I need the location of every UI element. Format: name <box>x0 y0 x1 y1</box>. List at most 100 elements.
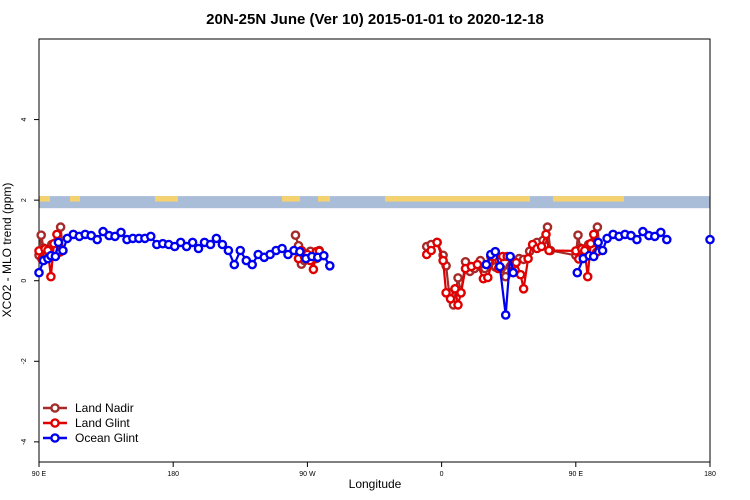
data-point <box>705 234 715 245</box>
data-point <box>588 229 599 240</box>
legend-label: Land Nadir <box>75 401 134 415</box>
data-point <box>472 259 483 270</box>
data-point <box>295 246 305 257</box>
x-tick-label: 90 W <box>299 471 316 478</box>
x-tick-label: 90 E <box>569 471 584 478</box>
legend-item: Land Nadir <box>43 401 134 415</box>
y-axis: -4 -2 0 2 4 <box>21 118 39 445</box>
data-point <box>53 237 64 248</box>
data-point <box>481 259 492 270</box>
data-point <box>518 283 529 294</box>
x-tick-label: 180 <box>167 471 179 478</box>
data-point <box>46 271 56 282</box>
data-point <box>318 250 329 261</box>
legend-item: Ocean Glint <box>43 431 139 445</box>
data-point <box>432 237 442 248</box>
data-point <box>145 231 156 242</box>
y-tick-label: 4 <box>21 118 28 122</box>
data-point <box>247 259 257 270</box>
x-axis: 90 E 180 90 W 0 90 E 180 <box>32 462 716 478</box>
data-point <box>511 257 522 268</box>
x-tick-label: 0 <box>440 471 444 478</box>
data-point <box>229 259 240 270</box>
data-point <box>438 255 448 266</box>
data-point <box>456 287 466 298</box>
data-point <box>223 245 234 256</box>
data-point <box>582 271 593 282</box>
data-point <box>52 229 62 240</box>
map-land <box>155 196 178 202</box>
data-point <box>572 267 583 278</box>
map-strip <box>39 196 710 209</box>
legend-marker <box>50 433 60 443</box>
data-point <box>217 239 228 250</box>
plot-area <box>38 38 711 463</box>
data-point <box>544 245 554 256</box>
data-point <box>324 260 335 271</box>
data-point <box>593 237 604 248</box>
map-ocean <box>39 196 710 209</box>
data-point <box>536 241 547 252</box>
y-tick-label: -4 <box>21 439 28 445</box>
data-point <box>508 267 519 278</box>
map-land <box>318 196 330 202</box>
map-land <box>553 196 624 202</box>
data-point <box>193 243 204 254</box>
data-point <box>515 269 526 280</box>
data-point <box>541 229 551 240</box>
x-tick-label: 90 E <box>32 471 47 478</box>
legend-marker <box>50 418 60 428</box>
map-land <box>40 196 50 202</box>
data-point <box>426 245 437 256</box>
data-point <box>308 264 319 275</box>
data-point <box>482 272 493 283</box>
y-tick-label: -2 <box>21 358 28 364</box>
data-point <box>58 245 68 256</box>
data-point <box>441 287 451 298</box>
data-point <box>592 222 603 232</box>
data-point <box>494 261 505 272</box>
data-point <box>588 251 599 262</box>
data-point <box>453 300 463 310</box>
y-tick-label: 2 <box>21 198 28 202</box>
data-point <box>277 243 287 254</box>
data-point <box>116 227 126 238</box>
data-point <box>235 245 246 256</box>
data-point <box>632 234 642 245</box>
data-point <box>34 267 44 278</box>
series-ocean-glint <box>34 226 715 320</box>
data-point <box>211 233 222 244</box>
data-point <box>92 234 102 245</box>
legend-label: Land Glint <box>75 416 130 430</box>
y-tick-label: 0 <box>21 279 28 283</box>
x-tick-label: 180 <box>704 471 716 478</box>
data-point <box>445 293 456 304</box>
data-point <box>523 253 533 264</box>
data-point <box>453 273 463 283</box>
data-point <box>50 251 61 262</box>
chart-title: 20N-25N June (Ver 10) 2015-01-01 to 2020… <box>206 11 544 28</box>
map-land <box>385 196 530 202</box>
data-point <box>500 310 511 320</box>
legend-label: Ocean Glint <box>75 431 139 445</box>
series-layer <box>34 222 715 320</box>
map-land <box>70 196 80 202</box>
data-point <box>490 246 501 257</box>
data-point <box>542 222 553 232</box>
legend-marker <box>50 403 60 413</box>
data-point <box>290 230 301 240</box>
data-point <box>205 239 216 250</box>
data-point <box>187 237 198 248</box>
x-axis-label: Longitude <box>349 477 402 491</box>
map-land <box>282 196 300 202</box>
y-axis-label: XCO2 - MLO trend (ppm) <box>0 183 14 318</box>
data-point <box>656 227 666 238</box>
data-point <box>662 234 672 245</box>
data-point <box>573 230 583 240</box>
data-point <box>585 238 596 249</box>
data-point <box>505 251 516 262</box>
data-point <box>36 230 47 240</box>
data-point <box>55 222 66 232</box>
